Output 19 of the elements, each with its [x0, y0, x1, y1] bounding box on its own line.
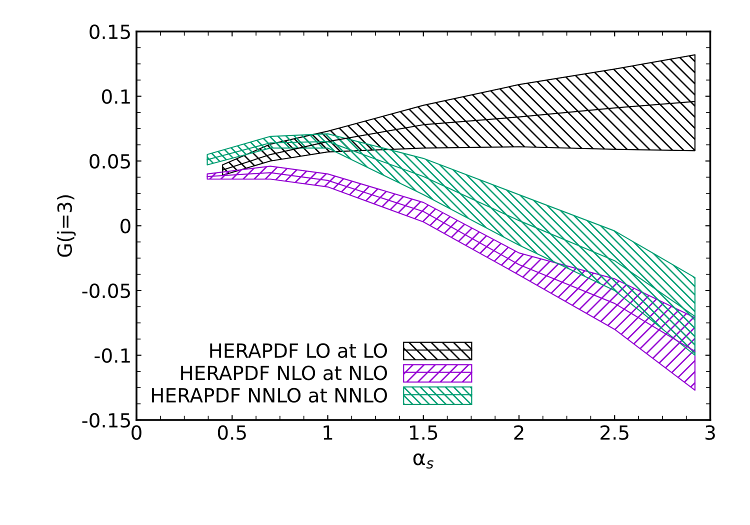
x-tick-label: 1.5: [410, 425, 438, 440]
x-tick-label: 3: [706, 425, 715, 440]
y-tick-label: -0.1: [94, 348, 130, 363]
legend-label: HERAPDF NLO at NLO: [181, 366, 387, 380]
x-tick-label: 0: [132, 425, 142, 440]
y-tick-label: 0.1: [102, 89, 130, 104]
y-tick-label: -0.15: [82, 412, 130, 428]
x-axis-title: α$_{s}$: [413, 453, 434, 469]
x-tick-label: 0.5: [218, 425, 246, 440]
x-tick-label: 1: [324, 425, 332, 440]
y-tick-label: 0: [120, 218, 130, 234]
y-tick-label: -0.05: [82, 283, 130, 298]
legend-label: HERAPDF LO at LO: [210, 343, 387, 358]
y-axis-title: G(j=3): [56, 195, 76, 257]
y-tick-label: 0.15: [90, 24, 130, 40]
y-tick-label: 0.05: [90, 154, 130, 169]
legend-label: HERAPDF NNLO at NNLO: [152, 388, 387, 403]
x-tick-label: 2.5: [600, 425, 628, 440]
x-tick-label: 2: [514, 425, 524, 440]
